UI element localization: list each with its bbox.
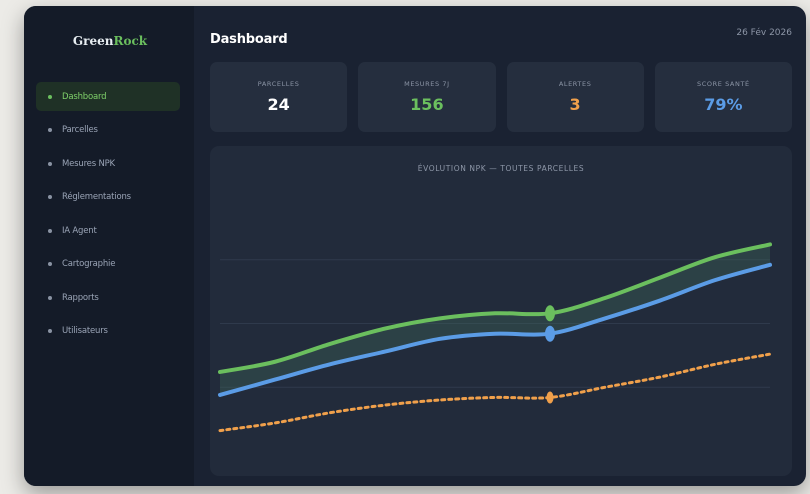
stat-card-parcelles[interactable]: PARCELLES 24	[210, 62, 348, 132]
sidebar-item-reglementations[interactable]: Réglementations	[36, 183, 180, 212]
sidebar-item-dashboard[interactable]: Dashboard	[36, 82, 180, 111]
bullet-icon	[48, 228, 52, 233]
sidebar-item-label: Réglementations	[62, 192, 131, 202]
chart-title: ÉVOLUTION NPK — TOUTES PARCELLES	[417, 164, 585, 173]
bullet-icon	[48, 161, 52, 166]
sidebar: GreenRock Dashboard Parcelles Mesures NP…	[24, 6, 194, 486]
sidebar-item-label: Cartographie	[62, 259, 116, 269]
sidebar-item-label: IA Agent	[62, 225, 97, 236]
current-date: 26 Fév 2026	[736, 28, 792, 38]
data-point-marker[interactable]	[545, 325, 555, 342]
sidebar-item-parcelles[interactable]: Parcelles	[36, 116, 180, 145]
npk-line-chart[interactable]	[210, 146, 792, 476]
bullet-icon	[48, 329, 52, 333]
sidebar-item-rapports[interactable]: Rapports	[36, 283, 180, 312]
logo-text-accent: Rock	[113, 34, 148, 48]
data-point-marker[interactable]	[545, 305, 555, 322]
page-title: Dashboard	[210, 32, 288, 47]
sidebar-item-label: Rapports	[62, 292, 99, 303]
bullet-icon	[48, 195, 52, 199]
app-logo[interactable]: GreenRock	[26, 34, 194, 48]
sidebar-item-ia-agent[interactable]: IA Agent	[36, 216, 180, 245]
stat-label: ALERTES	[558, 80, 592, 88]
stat-card-mesures[interactable]: MESURES 7J 156	[358, 62, 496, 132]
sidebar-item-label: Dashboard	[62, 91, 107, 102]
bullet-icon	[48, 128, 52, 132]
stat-label: MESURES 7J	[404, 80, 450, 88]
logo-text-main: Green	[72, 34, 114, 48]
bullet-icon	[48, 262, 52, 266]
sidebar-item-utilisateurs[interactable]: Utilisateurs	[36, 317, 180, 346]
bullet-icon	[48, 295, 52, 300]
main-content: Dashboard 26 Fév 2026 PARCELLES 24 MESUR…	[194, 6, 806, 486]
header: Dashboard 26 Fév 2026	[210, 28, 792, 56]
stat-card-alertes[interactable]: ALERTES 3	[506, 62, 644, 132]
series-line-blue[interactable]	[218, 262, 772, 397]
data-point-marker[interactable]	[546, 391, 554, 404]
series-line-green[interactable]	[218, 242, 772, 374]
sidebar-nav: Dashboard Parcelles Mesures NPK Réglemen…	[24, 82, 194, 346]
stat-value: 79%	[704, 95, 743, 114]
series-line-orange[interactable]	[218, 352, 772, 433]
stat-card-score-sante[interactable]: SCORE SANTÉ 79%	[654, 62, 792, 132]
stat-label: SCORE SANTÉ	[697, 80, 750, 88]
bullet-icon	[48, 94, 52, 99]
stat-value: 24	[267, 95, 290, 114]
sidebar-item-label: Utilisateurs	[62, 326, 108, 336]
stat-label: PARCELLES	[257, 80, 300, 88]
sidebar-item-label: Mesures NPK	[62, 158, 115, 169]
stat-value: 3	[569, 95, 581, 114]
sidebar-item-label: Parcelles	[62, 125, 98, 135]
npk-chart-panel: ÉVOLUTION NPK — TOUTES PARCELLES	[210, 146, 792, 476]
stat-value: 156	[410, 95, 444, 114]
stats-cards: PARCELLES 24 MESURES 7J 156 ALERTES 3 SC…	[210, 62, 792, 132]
app-window: GreenRock Dashboard Parcelles Mesures NP…	[24, 6, 806, 486]
sidebar-item-mesures-npk[interactable]: Mesures NPK	[36, 149, 180, 178]
sidebar-item-cartographie[interactable]: Cartographie	[36, 250, 180, 279]
